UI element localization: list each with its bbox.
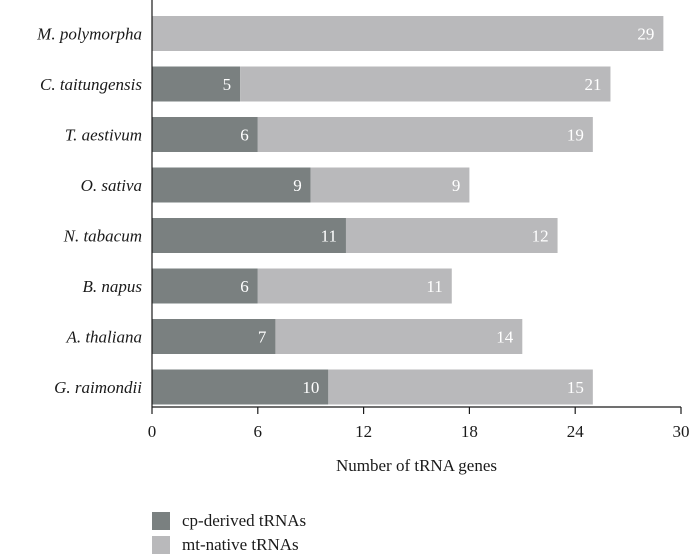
bar-mt-native-trnas-g-raimondii xyxy=(328,369,593,405)
x-tick-label-12: 12 xyxy=(355,422,372,441)
bar-mt-native-trnas-o-sativa xyxy=(310,167,470,203)
category-label-g-raimondii: G. raimondii xyxy=(54,378,142,397)
legend-label-mt-native-trnas: mt-native tRNAs xyxy=(182,535,299,554)
category-label-t-aestivum: T. aestivum xyxy=(65,126,142,145)
bar-cp-derived-trnas-n-tabacum xyxy=(152,218,346,253)
data-label-mt-native-trnas-n-tabacum: 12 xyxy=(532,227,549,246)
data-label-cp-derived-trnas-o-sativa: 9 xyxy=(293,176,302,195)
category-label-b-napus: B. napus xyxy=(83,277,143,296)
legend-swatch-mt-native-trnas xyxy=(152,536,170,554)
bar-cp-derived-trnas-t-aestivum xyxy=(152,117,258,152)
bar-mt-native-trnas-n-tabacum xyxy=(345,218,558,253)
data-label-cp-derived-trnas-a-thaliana: 7 xyxy=(258,328,267,347)
x-tick-label-0: 0 xyxy=(148,422,157,441)
data-label-cp-derived-trnas-g-raimondii: 10 xyxy=(302,378,319,397)
data-label-mt-native-trnas-o-sativa: 9 xyxy=(452,176,461,195)
bar-cp-derived-trnas-o-sativa xyxy=(152,167,311,203)
bar-mt-native-trnas-t-aestivum xyxy=(257,117,593,152)
data-label-cp-derived-trnas-b-napus: 6 xyxy=(240,277,249,296)
data-label-mt-native-trnas-a-thaliana: 14 xyxy=(496,328,514,347)
x-axis: 0 6 12 18 24 30 xyxy=(148,0,690,441)
data-label-mt-native-trnas-c-taitungensis: 21 xyxy=(584,75,601,94)
bar-cp-derived-trnas-c-taitungensis xyxy=(152,66,241,102)
legend-label-cp-derived-trnas: cp-derived tRNAs xyxy=(182,511,306,530)
data-label-mt-native-trnas-g-raimondii: 15 xyxy=(567,378,584,397)
bar-cp-derived-trnas-a-thaliana xyxy=(152,319,276,354)
data-label-mt-native-trnas-m-polymorpha: 29 xyxy=(637,25,654,44)
x-tick-label-30: 30 xyxy=(673,422,690,441)
data-labels: 29 5 21 6 19 9 9 11 12 6 11 7 14 10 15 xyxy=(223,25,655,398)
bar-mt-native-trnas-c-taitungensis xyxy=(240,66,611,102)
data-label-cp-derived-trnas-t-aestivum: 6 xyxy=(240,126,249,145)
data-label-mt-native-trnas-t-aestivum: 19 xyxy=(567,126,584,145)
bars xyxy=(152,16,664,405)
data-label-mt-native-trnas-b-napus: 11 xyxy=(426,277,442,296)
bar-mt-native-trnas-b-napus xyxy=(257,268,452,304)
x-axis-title: Number of tRNA genes xyxy=(336,456,497,475)
legend: cp-derived tRNAs mt-native tRNAs xyxy=(152,511,306,554)
bar-mt-native-trnas-m-polymorpha xyxy=(152,16,664,51)
category-label-n-tabacum: N. tabacum xyxy=(63,227,142,246)
data-label-cp-derived-trnas-n-tabacum: 11 xyxy=(321,227,337,246)
legend-swatch-cp-derived-trnas xyxy=(152,512,170,530)
category-labels: M. polymorpha C. taitungensis T. aestivum O… xyxy=(36,25,142,398)
x-tick-label-18: 18 xyxy=(461,422,478,441)
bar-cp-derived-trnas-b-napus xyxy=(152,268,258,304)
category-label-c-taitungensis: C. taitungensis xyxy=(40,75,142,94)
data-label-cp-derived-trnas-c-taitungensis: 5 xyxy=(223,75,232,94)
category-label-a-thaliana: A. thaliana xyxy=(65,328,142,347)
bar-mt-native-trnas-a-thaliana xyxy=(275,319,523,354)
x-tick-label-24: 24 xyxy=(567,422,585,441)
bar-cp-derived-trnas-g-raimondii xyxy=(152,369,329,405)
x-tick-label-6: 6 xyxy=(254,422,263,441)
category-label-o-sativa: O. sativa xyxy=(81,176,142,195)
category-label-m-polymorpha: M. polymorpha xyxy=(36,25,142,44)
